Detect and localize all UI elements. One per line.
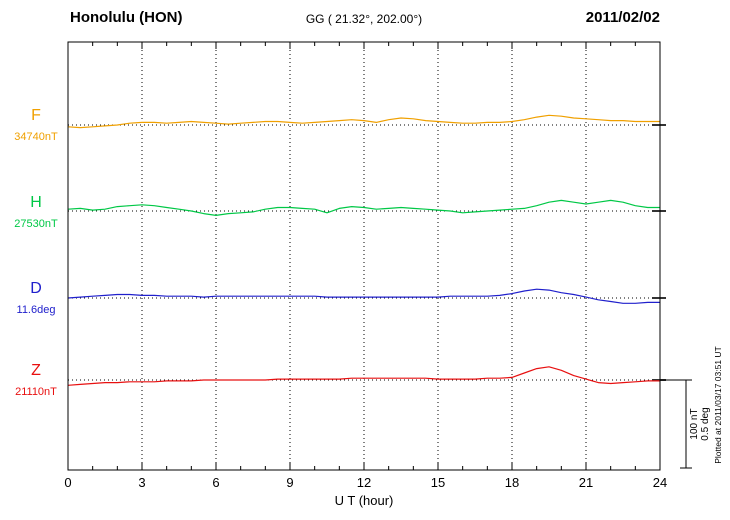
- trace-line-H: [67, 199, 660, 216]
- x-tick-label: 24: [653, 475, 667, 490]
- geographic-coords: GG ( 21.32°, 202.00°): [305, 12, 423, 26]
- trace-line-F: [67, 114, 660, 129]
- station-title: Honolulu (HON): [70, 9, 183, 26]
- scale-bar-label-nt: 100 nT: [689, 408, 700, 439]
- x-tick-label: 21: [579, 475, 593, 490]
- trace-line-D: [67, 288, 660, 304]
- trace-line-Z: [67, 366, 660, 386]
- plot-frame: [67, 41, 661, 471]
- plotted-at-note: Plotted at 2011/03/17 03:51 UT: [713, 346, 723, 464]
- x-tick-label: 9: [286, 475, 293, 490]
- trace-letter-H: H: [30, 194, 42, 211]
- trace-baseline-value-F: 34740nT: [14, 131, 58, 143]
- scale-bar-label-deg: 0.5 deg: [700, 407, 711, 440]
- x-tick-label: 18: [505, 475, 519, 490]
- x-tick-label: 6: [212, 475, 219, 490]
- x-tick-label: 0: [64, 475, 71, 490]
- x-tick-label: 12: [357, 475, 371, 490]
- plot-date: 2011/02/02: [585, 9, 660, 26]
- plot-dynamic-layer: 0 3 6 9 12 15 18 21 24: [64, 42, 667, 490]
- x-tick-label: 3: [138, 475, 145, 490]
- x-axis-title: U T (hour): [334, 493, 394, 508]
- trace-label-D: D 11.6deg: [4, 280, 68, 317]
- trace-letter-D: D: [30, 280, 42, 297]
- trace-label-Z: Z 21110nT: [4, 362, 68, 399]
- scale-bracket: [660, 379, 692, 469]
- trace-label-H: H 27530nT: [4, 194, 68, 231]
- trace-baseline-value-Z: 21110nT: [15, 386, 57, 398]
- trace-baseline-value-D: 11.6deg: [16, 304, 56, 316]
- trace-baseline-value-H: 27530nT: [14, 218, 58, 230]
- trace-letter-Z: Z: [31, 362, 41, 379]
- trace-letter-F: F: [31, 107, 41, 124]
- x-tick-label: 15: [431, 475, 445, 490]
- trace-label-F: F 34740nT: [4, 107, 68, 144]
